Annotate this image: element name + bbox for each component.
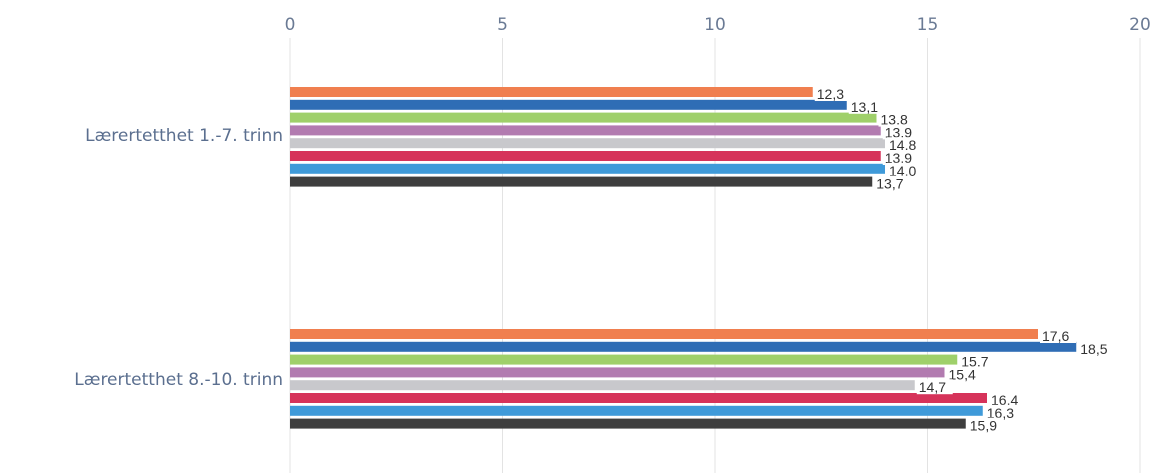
data-label: 14,0 — [889, 163, 916, 179]
bar — [290, 418, 966, 429]
bar — [290, 112, 877, 123]
category-label: Lærertetthet 1.-7. trinn — [85, 126, 283, 146]
bar — [290, 87, 813, 97]
data-label: 14,7 — [919, 379, 946, 395]
data-label-background — [874, 175, 911, 191]
data-label-background — [967, 417, 1004, 433]
bar — [290, 163, 885, 174]
data-label-background — [882, 124, 919, 140]
data-label-background — [959, 353, 996, 369]
x-tick-label: 0 — [285, 15, 296, 35]
bar — [290, 99, 847, 110]
data-label: 18,5 — [1080, 341, 1107, 357]
bar — [290, 405, 983, 416]
category-label: Lærertetthet 8.-10. trinn — [74, 370, 283, 390]
data-label-background — [989, 392, 1025, 407]
x-tick-label: 15 — [917, 15, 939, 35]
bars — [290, 87, 1077, 429]
data-label-background — [984, 404, 1021, 420]
data-label-background — [814, 86, 851, 101]
data-label: 13,8 — [881, 112, 908, 128]
data-label-background — [882, 150, 919, 165]
data-label-background — [887, 137, 923, 153]
data-label: 14,8 — [889, 137, 916, 153]
data-label: 16,3 — [987, 405, 1014, 421]
bar — [290, 380, 915, 391]
bar — [290, 393, 987, 403]
data-label: 13,9 — [885, 124, 912, 140]
data-label: 15,9 — [970, 418, 997, 434]
data-label: 13,9 — [885, 150, 912, 166]
x-axis-ticks: 0 5 10 15 20 — [285, 15, 1151, 35]
category-labels: Lærertetthet 1.-7. trinn Lærertetthet 8.-… — [74, 126, 283, 390]
data-label-background — [1040, 328, 1076, 343]
data-label-background — [916, 379, 953, 395]
x-tick-label: 5 — [497, 15, 508, 35]
data-label-background — [946, 366, 983, 382]
bar — [290, 341, 1077, 352]
x-tick-label: 10 — [704, 15, 726, 35]
bar — [290, 138, 885, 149]
bar — [290, 367, 945, 378]
data-label: 15,7 — [961, 354, 988, 370]
data-label-background — [887, 162, 923, 178]
bar — [290, 125, 881, 136]
data-label: 13,7 — [876, 176, 903, 192]
bar — [290, 176, 873, 187]
bar — [290, 354, 958, 365]
data-label: 16,4 — [991, 392, 1018, 408]
data-label: 12,3 — [817, 86, 844, 102]
x-tick-label: 20 — [1129, 15, 1151, 35]
data-label-background — [848, 98, 885, 114]
data-label: 15,4 — [949, 366, 976, 382]
data-label-background — [1078, 340, 1115, 356]
data-label-background — [878, 111, 915, 127]
data-labels: 12,313,113,813,914,813,914,013,717,618,5… — [814, 86, 1115, 434]
data-label: 17,6 — [1042, 328, 1069, 344]
bar — [290, 151, 881, 161]
bar — [290, 329, 1038, 339]
data-label: 13,1 — [851, 99, 878, 115]
